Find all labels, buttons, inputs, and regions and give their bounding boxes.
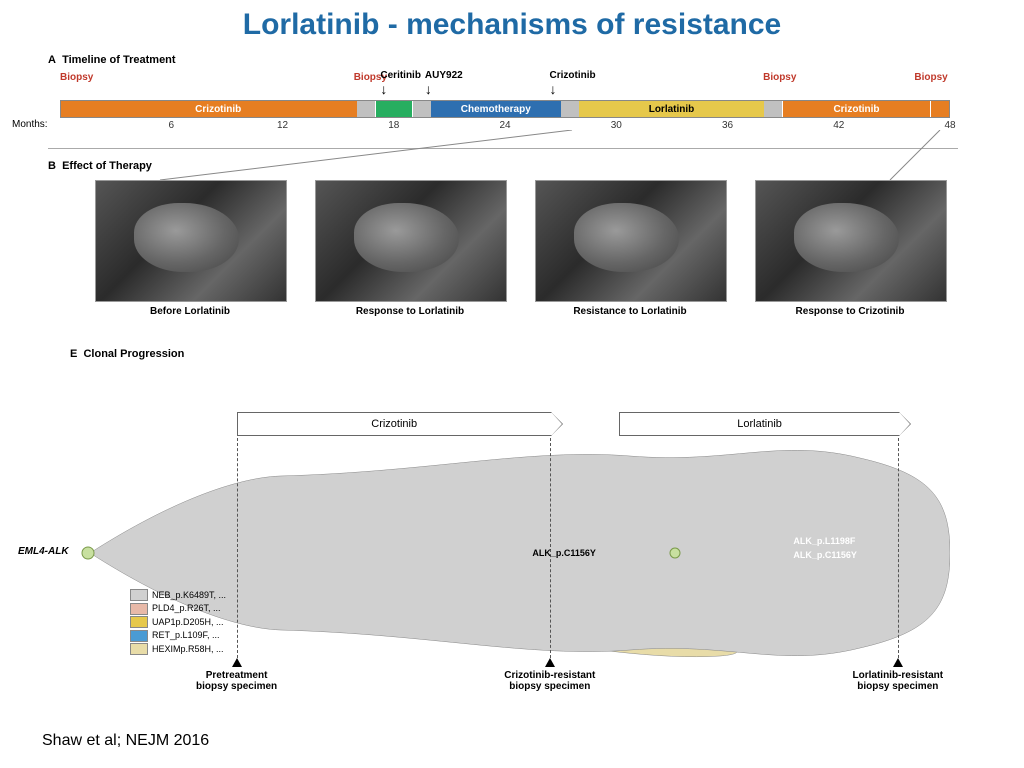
ct-caption: Resistance to Lorlatinib xyxy=(535,306,725,317)
banner-lorlatinib: Lorlatinib xyxy=(619,412,899,436)
biopsy-3: Biopsy xyxy=(914,72,947,83)
timeline: Biopsy Biopsy Biopsy Biopsy Ceritinib↓ A… xyxy=(60,72,950,134)
ct-row: Before Lorlatinib Response to Lorlatinib R… xyxy=(80,180,960,317)
biopsy-label-0: Pretreatment biopsy specimen xyxy=(196,670,277,692)
timeline-annotations: Biopsy Biopsy Biopsy Biopsy Ceritinib↓ A… xyxy=(60,72,950,100)
legend-text: HEXIMp.R58H, ... xyxy=(152,643,224,657)
biopsy-label-1: Crizotinib-resistant biopsy specimen xyxy=(504,670,595,692)
citation: Shaw et al; NEJM 2016 xyxy=(42,732,209,750)
legend: NEB_p.K6489T, ...PLD4_p.R26T, ...UAP1p.D… xyxy=(130,589,226,657)
legend-swatch xyxy=(130,643,148,655)
segment: Lorlatinib xyxy=(579,101,764,117)
tri-0 xyxy=(232,658,242,667)
segment: Crizotinib xyxy=(79,101,357,117)
ct-image xyxy=(535,180,727,302)
panel-e-letter: E xyxy=(70,348,77,360)
mutation-right2: ALK_p.C1156Y xyxy=(793,550,857,560)
connector-lines xyxy=(60,130,950,180)
legend-swatch xyxy=(130,630,148,642)
biopsy-2: Biopsy xyxy=(763,72,796,83)
legend-text: RET_p.L109F, ... xyxy=(152,629,220,643)
segment xyxy=(561,101,579,117)
panel-a-header: A Timeline of Treatment xyxy=(48,54,176,66)
ct-panel: Response to Lorlatinib xyxy=(315,180,505,317)
clonal-progression: EML4-ALK Crizotinib Lorlatinib Pretreatm… xyxy=(80,408,950,708)
legend-swatch xyxy=(130,603,148,615)
segment xyxy=(931,101,949,117)
months-label: Months: xyxy=(12,119,48,130)
segment: Chemotherapy xyxy=(431,101,561,117)
ct-panel: Resistance to Lorlatinib xyxy=(535,180,725,317)
legend-text: NEB_p.K6489T, ... xyxy=(152,589,226,603)
ct-caption: Response to Lorlatinib xyxy=(315,306,505,317)
ct-image xyxy=(755,180,947,302)
ct-panel: Before Lorlatinib xyxy=(95,180,285,317)
biopsy-label-2: Lorlatinib-resistant biopsy specimen xyxy=(853,670,944,692)
legend-text: UAP1p.D205H, ... xyxy=(152,616,224,630)
label-ceritinib: Ceritinib↓ xyxy=(380,70,421,97)
segment xyxy=(61,101,79,117)
label-auy: AUY922↓ xyxy=(425,70,463,97)
panel-a-letter: A xyxy=(48,54,56,66)
segment: Crizotinib xyxy=(783,101,931,117)
legend-row: NEB_p.K6489T, ... xyxy=(130,589,226,603)
legend-row: RET_p.L109F, ... xyxy=(130,629,226,643)
ct-image xyxy=(315,180,507,302)
mutation-mid: ALK_p.C1156Y xyxy=(532,548,596,558)
timeline-bar: Crizotinib Chemotherapy Lorlatinib Crizotin… xyxy=(60,100,950,118)
label-crizotinib-arrow: Crizotinib↓ xyxy=(550,70,596,97)
panel-a-heading: Timeline of Treatment xyxy=(62,54,176,66)
segment xyxy=(764,101,782,117)
dash-2 xyxy=(898,438,899,658)
ct-caption: Before Lorlatinib xyxy=(95,306,285,317)
legend-text: PLD4_p.R26T, ... xyxy=(152,602,221,616)
panel-b-letter: B xyxy=(48,160,56,172)
ct-caption: Response to Crizotinib xyxy=(755,306,945,317)
panel-e-header: E Clonal Progression xyxy=(70,348,184,360)
mutation-right1: ALK_p.L1198F xyxy=(793,536,855,546)
panel-e-heading: Clonal Progression xyxy=(83,348,184,360)
page-title: Lorlatinib - mechanisms of resistance xyxy=(0,0,1024,46)
legend-swatch xyxy=(130,589,148,601)
legend-row: HEXIMp.R58H, ... xyxy=(130,643,226,657)
ct-image xyxy=(95,180,287,302)
origin-label: EML4-ALK xyxy=(18,546,69,557)
legend-swatch xyxy=(130,616,148,628)
banner-crizotinib: Crizotinib xyxy=(237,412,552,436)
segment xyxy=(357,101,375,117)
legend-row: PLD4_p.R26T, ... xyxy=(130,602,226,616)
tri-2 xyxy=(893,658,903,667)
segment xyxy=(376,101,413,117)
dash-0 xyxy=(237,438,238,658)
biopsy-0: Biopsy xyxy=(60,72,93,83)
legend-row: UAP1p.D205H, ... xyxy=(130,616,226,630)
segment xyxy=(413,101,431,117)
tri-1 xyxy=(545,658,555,667)
ct-panel: Response to Crizotinib xyxy=(755,180,945,317)
